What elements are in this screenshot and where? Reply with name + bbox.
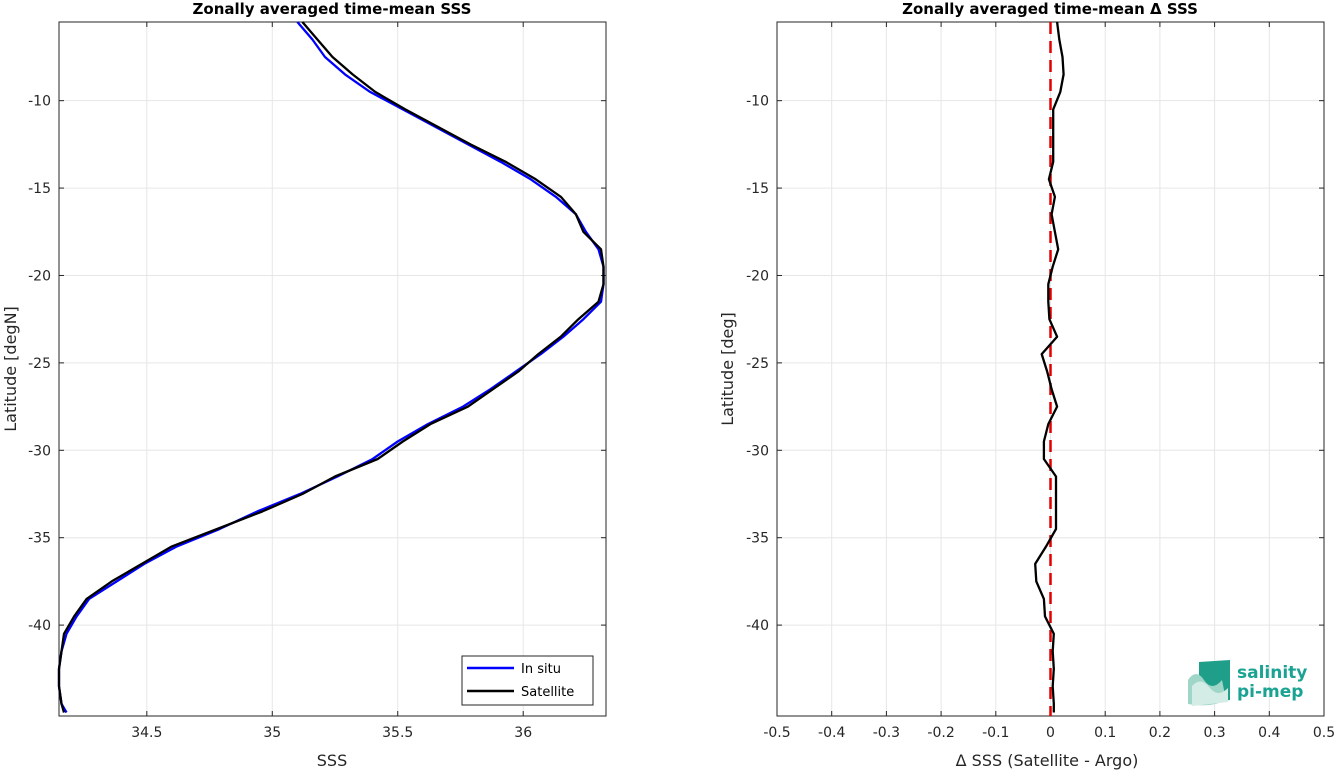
sss-y-tick-label: -20	[28, 268, 51, 284]
delta-x-tick-label: 0.2	[1149, 725, 1171, 741]
series-line-in-situ	[57, 21, 605, 714]
sss-x-tick-label: 35.5	[382, 725, 413, 741]
logo-line1: salinity	[1237, 663, 1307, 683]
sss-y-tick-label: -40	[28, 618, 51, 634]
delta-x-ticks: -0.5 -0.4 -0.3 -0.2 -0.1 0 0.1 0.2 0.3 0.4 0.5	[763, 22, 1335, 741]
delta-y-tick-label: -15	[746, 181, 769, 197]
sss-y-axis-label: Latitude [degN]	[1, 306, 20, 432]
delta-chart-title: Zonally averaged time-mean Δ SSS	[902, 0, 1198, 18]
delta-x-tick-label: 0	[1046, 725, 1055, 741]
delta-x-tick-label: -0.4	[818, 725, 845, 741]
legend-in-situ-label: In situ	[521, 662, 561, 677]
sss-y-tick-label: -15	[28, 181, 51, 197]
sss-x-ticks: 34.5 35 35.5 36	[131, 22, 532, 741]
delta-x-tick-label: 0.5	[1313, 725, 1335, 741]
delta-sss-panel: -0.5 -0.4 -0.3 -0.2 -0.1 0 0.1 0.2 0.3 0.4 0.5 -40…	[718, 0, 1335, 770]
logo-line2: pi-mep	[1237, 682, 1303, 702]
delta-y-tick-label: -25	[746, 356, 769, 372]
sss-x-tick-label: 35	[263, 725, 281, 741]
delta-x-tick-label: 0.1	[1094, 725, 1116, 741]
delta-y-tick-label: -40	[746, 618, 769, 634]
series-line-delta	[1034, 21, 1065, 713]
sss-axes-box	[58, 21, 607, 717]
sss-y-tick-label: -30	[28, 443, 51, 459]
sss-legend: In situ Satellite	[461, 655, 594, 706]
sss-y-tick-label: -10	[28, 94, 51, 110]
legend-box	[461, 655, 594, 706]
delta-x-tick-label: 0.3	[1203, 725, 1225, 741]
sss-y-ticks: -40 -35 -30 -25 -20 -15 -10	[28, 94, 606, 634]
delta-y-tick-label: -30	[746, 443, 769, 459]
delta-x-axis-label: Δ SSS (Satellite - Argo)	[956, 751, 1139, 770]
legend-satellite-label: Satellite	[521, 685, 574, 700]
series-line-satellite	[57, 21, 605, 713]
sss-panel: 34.5 35 35.5 36 -40 -35 -30 -25 -20 -15 -10 Zonal…	[1, 0, 607, 770]
delta-series-group	[1034, 21, 1065, 713]
sss-chart-title: Zonally averaged time-mean SSS	[193, 0, 472, 18]
delta-y-tick-label: -10	[746, 94, 769, 110]
sss-y-tick-label: -25	[28, 356, 51, 372]
delta-x-tick-label: -0.2	[927, 725, 954, 741]
sss-series-group	[57, 21, 605, 714]
delta-y-tick-label: -35	[746, 531, 769, 547]
sss-x-tick-label: 36	[514, 725, 532, 741]
delta-y-axis-label: Latitude [deg]	[718, 312, 737, 426]
delta-x-tick-label: -0.3	[873, 725, 900, 741]
sss-x-axis-label: SSS	[317, 751, 347, 770]
sss-x-tick-label: 34.5	[131, 725, 162, 741]
delta-x-tick-label: 0.4	[1258, 725, 1280, 741]
delta-y-ticks: -40 -35 -30 -25 -20 -15 -10	[746, 94, 1324, 634]
salinity-pi-mep-logo: salinity pi-mep	[1188, 660, 1307, 706]
delta-x-tick-label: -0.5	[763, 725, 790, 741]
wave-logo-icon	[1188, 660, 1230, 706]
delta-x-tick-label: -0.1	[982, 725, 1009, 741]
sss-y-tick-label: -35	[28, 531, 51, 547]
delta-y-tick-label: -20	[746, 268, 769, 284]
sss-grid	[59, 22, 606, 716]
